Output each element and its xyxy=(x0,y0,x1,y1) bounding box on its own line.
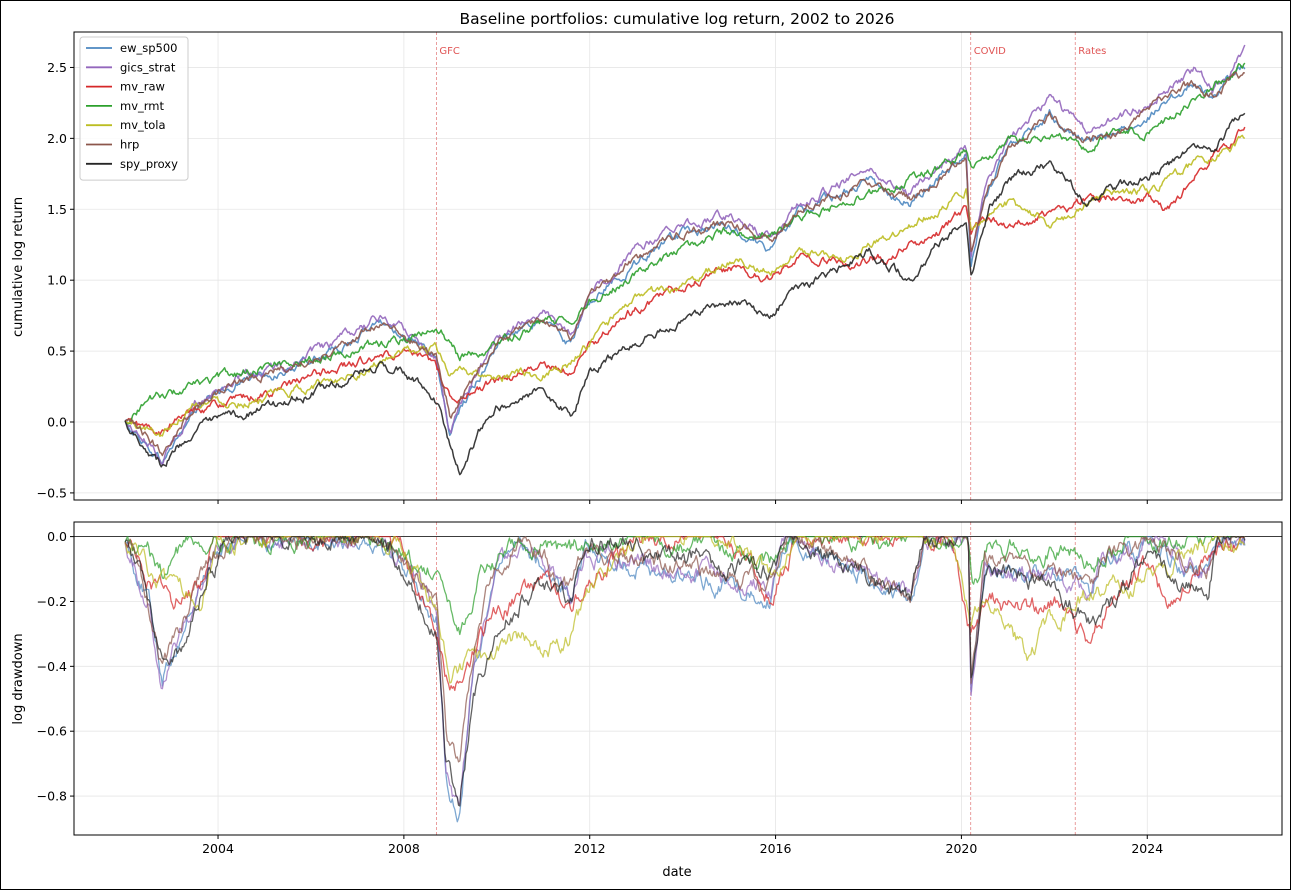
bottom-x-tick-label-1: 2008 xyxy=(388,841,420,856)
bottom-y-tick-label-1: −0.2 xyxy=(37,594,67,609)
top-y-tick-label-3: 1.0 xyxy=(47,273,67,288)
legend-label-spy_proxy: spy_proxy xyxy=(120,157,178,171)
top-y-tick-label-6: 2.5 xyxy=(47,60,67,75)
legend-label-mv_rmt: mv_rmt xyxy=(120,99,164,113)
top-event-label-1: COVID xyxy=(974,46,1006,57)
top-series-mv_raw xyxy=(124,126,1246,436)
top-series-mv_tola xyxy=(124,134,1246,437)
bottom-series-spy_proxy xyxy=(124,535,1246,807)
top-y-tick-label-2: 0.5 xyxy=(47,344,67,359)
bottom-x-tick-label-0: 2004 xyxy=(202,841,234,856)
bottom-y-tick-label-0: 0.0 xyxy=(47,529,67,544)
legend-label-mv_tola: mv_tola xyxy=(120,118,166,132)
top-series-hrp xyxy=(124,71,1245,457)
bottom-y-tick-label-4: −0.8 xyxy=(37,789,67,804)
legend-label-gics_strat: gics_strat xyxy=(120,60,176,74)
legend-label-ew_sp500: ew_sp500 xyxy=(120,41,177,55)
bottom-x-tick-label-2: 2012 xyxy=(574,841,606,856)
bottom-series-mv_raw xyxy=(124,535,1246,692)
top-y-axis-label: cumulative log return xyxy=(11,197,26,337)
bottom-x-tick-label-4: 2020 xyxy=(946,841,978,856)
bottom-y-tick-label-3: −0.6 xyxy=(37,724,67,739)
top-panel: GFC COVID Rates −0.5 0.0 0.5 1.0 1.5 2.0 2.5 xyxy=(37,31,1283,504)
top-y-tick-label-1: 0.0 xyxy=(47,415,67,430)
chart-title: Baseline portfolios: cumulative log retu… xyxy=(460,10,895,28)
legend-label-mv_raw: mv_raw xyxy=(120,80,165,94)
legend: ew_sp500 gics_strat mv_raw mv_rmt mv_tolahrp… xyxy=(79,36,189,181)
top-y-tick-label-5: 2.0 xyxy=(47,131,67,146)
top-series-gics_strat xyxy=(124,44,1246,466)
top-series-ew_sp500 xyxy=(124,65,1246,465)
bottom-x-tick-label-3: 2016 xyxy=(760,841,792,856)
top-series-group xyxy=(124,44,1246,476)
top-y-tick-label-4: 1.5 xyxy=(47,202,67,217)
top-y-tick-label-0: −0.5 xyxy=(37,485,67,500)
bottom-series-ew_sp500 xyxy=(125,535,1246,823)
bottom-axes-frame xyxy=(73,521,1283,836)
bottom-series-hrp xyxy=(124,535,1245,763)
top-event-label-2: Rates xyxy=(1078,46,1106,57)
bottom-y-axis-label: log drawdown xyxy=(11,633,26,724)
x-axis-label: date xyxy=(662,865,691,880)
bottom-x-tick-label-5: 2024 xyxy=(1131,841,1163,856)
bottom-series-mv_rmt xyxy=(124,535,1245,636)
bottom-panel: 0.0 −0.2 −0.4 −0.6 −0.8 2004 2008 2012 2016 2020 2… xyxy=(37,521,1283,856)
top-series-spy_proxy xyxy=(124,112,1246,476)
legend-label-hrp: hrp xyxy=(120,138,139,152)
bottom-y-tick-label-2: −0.4 xyxy=(37,659,67,674)
bottom-series-group xyxy=(124,535,1246,823)
top-event-label-0: GFC xyxy=(439,46,460,57)
top-axes-frame xyxy=(73,31,1283,501)
